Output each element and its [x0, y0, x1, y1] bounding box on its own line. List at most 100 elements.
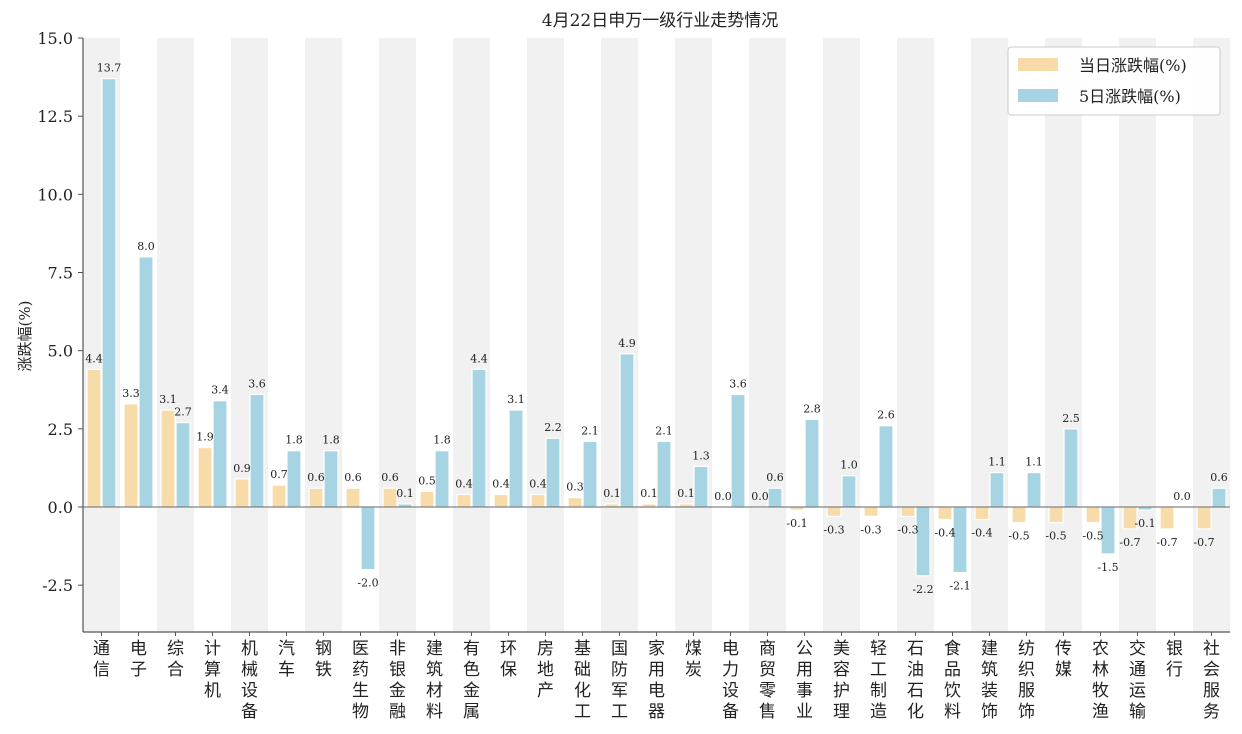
bar-daily: [567, 497, 583, 508]
data-label-5day: 2.1: [581, 424, 599, 437]
chart-title: 4月22日申万一级行业走势情况: [542, 11, 778, 31]
data-label-5day: 2.8: [803, 402, 821, 415]
data-label-5day: 1.8: [285, 434, 303, 447]
y-tick-label: 7.5: [48, 264, 73, 283]
x-category-label: 建筑装饰: [981, 639, 998, 722]
x-category-label: 房地产: [537, 639, 554, 701]
data-label-daily: 1.9: [196, 431, 214, 444]
y-tick-label: 15.0: [37, 29, 73, 48]
bar-daily: [1085, 506, 1101, 524]
bar-5day: [360, 506, 376, 571]
bar-daily: [900, 506, 916, 517]
bar-5day: [175, 421, 191, 508]
x-category-label: 有色金属: [463, 639, 480, 722]
bar-5day: [619, 353, 635, 508]
x-category-label: 基础化工: [574, 639, 591, 722]
bar-5day: [434, 450, 450, 508]
data-label-daily: -0.3: [897, 523, 918, 536]
data-label-5day: 2.5: [1062, 412, 1080, 425]
bar-5day: [1063, 428, 1079, 508]
y-tick-label: 12.5: [37, 107, 73, 126]
bar-daily: [197, 446, 213, 508]
y-tick-label: 0.0: [48, 498, 73, 517]
data-label-daily: 0.4: [492, 477, 510, 490]
bar-daily: [937, 506, 953, 521]
data-label-daily: -0.3: [860, 523, 881, 536]
bar-5day: [249, 393, 265, 508]
data-label-5day: -2.0: [357, 577, 378, 590]
x-category-label: 纺织服饰: [1018, 639, 1035, 722]
bar-daily: [826, 506, 842, 517]
bar-daily: [308, 487, 324, 508]
x-category-label: 机械设备: [241, 639, 258, 722]
background-band: [675, 38, 712, 632]
data-label-daily: 0.4: [529, 477, 547, 490]
bar-5day: [286, 450, 302, 508]
bar-5day: [1211, 487, 1227, 508]
data-label-5day: 1.8: [322, 434, 340, 447]
x-category-label: 通信: [93, 639, 110, 680]
data-label-5day: 3.6: [248, 377, 266, 390]
x-category-label: 国防军工: [611, 639, 628, 722]
data-label-daily: -0.7: [1119, 536, 1140, 549]
data-label-5day: 3.4: [211, 384, 229, 397]
data-label-daily: 0.4: [455, 477, 473, 490]
data-label-daily: -0.4: [934, 527, 955, 540]
data-label-5day: 13.7: [97, 62, 122, 75]
x-category-label: 家用电器: [648, 639, 665, 722]
background-band: [601, 38, 638, 632]
x-category-label: 银行: [1166, 639, 1183, 680]
data-label-daily: -0.4: [971, 527, 992, 540]
data-label-5day: 0.1: [396, 487, 414, 500]
x-category-label: 商贸零售: [759, 639, 776, 722]
x-category-label: 医药生物: [352, 639, 369, 722]
x-category-label: 食品饮料: [944, 639, 961, 722]
bar-daily: [419, 490, 435, 508]
bar-daily: [1196, 506, 1212, 530]
data-label-daily: 3.3: [122, 387, 140, 400]
bar-daily: [271, 484, 287, 508]
data-label-daily: 0.6: [344, 471, 362, 484]
data-label-5day: -2.1: [949, 580, 970, 593]
data-label-5day: -1.5: [1097, 561, 1118, 574]
x-category-label: 综合: [167, 639, 184, 680]
data-label-daily: 0.1: [677, 487, 695, 500]
background-band: [453, 38, 490, 632]
data-label-daily: 4.4: [85, 352, 103, 365]
background-band: [231, 38, 268, 632]
legend-label-5day: 5日涨跌幅(%): [1079, 87, 1181, 106]
legend-swatch-daily: [1018, 58, 1058, 71]
background-band: [305, 38, 342, 632]
bar-daily: [345, 487, 361, 508]
data-label-5day: 0.6: [1210, 471, 1228, 484]
data-label-daily: 0.7: [270, 468, 288, 481]
data-label-5day: 2.2: [544, 421, 562, 434]
legend-box: [1007, 46, 1221, 116]
bar-daily: [382, 487, 398, 508]
data-label-5day: 8.0: [137, 240, 155, 253]
data-label-daily: 0.3: [566, 481, 584, 494]
data-label-5day: 1.0: [840, 459, 858, 472]
x-category-label: 煤炭: [685, 639, 702, 680]
bar-daily: [974, 506, 990, 521]
data-label-daily: -0.5: [1008, 530, 1029, 543]
data-label-daily: -0.5: [1045, 530, 1066, 543]
background-band: [749, 38, 786, 632]
bar-daily: [456, 493, 472, 508]
bar-daily: [530, 493, 546, 508]
data-label-5day: 4.4: [470, 352, 488, 365]
x-category-label: 非银金融: [389, 639, 406, 722]
y-tick-label: 5.0: [48, 342, 73, 361]
bar-daily: [123, 403, 139, 508]
background-band: [971, 38, 1008, 632]
data-label-daily: 0.6: [307, 471, 325, 484]
bar-daily: [1159, 506, 1175, 530]
bar-daily: [86, 368, 102, 508]
x-category-label: 建筑材料: [426, 639, 443, 722]
background-band: [1193, 38, 1230, 632]
x-category-label: 公用事业: [796, 639, 813, 722]
data-label-daily: -0.7: [1193, 536, 1214, 549]
data-label-5day: 2.1: [655, 424, 673, 437]
